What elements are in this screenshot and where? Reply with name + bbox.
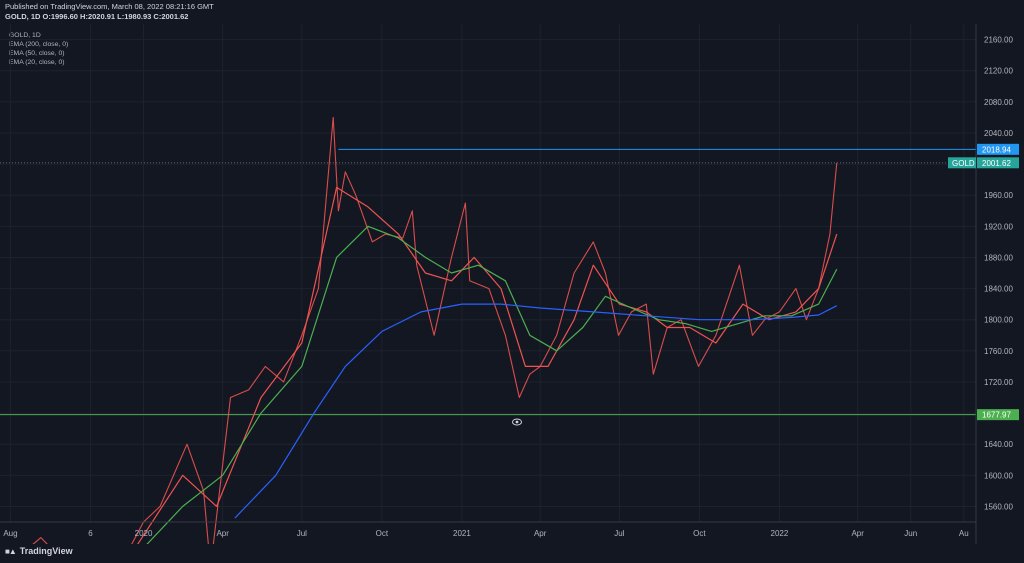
y-tick-label: 1960.00: [984, 191, 1013, 200]
x-tick-label: Apr: [851, 529, 864, 538]
y-tick-label: 1720.00: [984, 378, 1013, 387]
price-tags: 2018.94 1677.97 GOLD 2001.62: [948, 143, 1019, 421]
y-tick-label: 1640.00: [984, 440, 1013, 449]
y-tick-label: 1840.00: [984, 285, 1013, 294]
series-line-ema-50-close-0: [128, 225, 838, 563]
x-tick-label: Oct: [693, 529, 706, 538]
ohlc-readout: GOLD, 1D O:1996.60 H:2020.91 L:1980.93 C…: [5, 12, 189, 21]
x-tick-label: Jul: [614, 529, 624, 538]
symbol-tag-box: [948, 157, 976, 169]
series-layer: [22, 116, 838, 563]
legend-ema20[interactable]: EMA (20, close, 0): [9, 59, 65, 66]
x-tick-label: Jun: [904, 529, 917, 538]
last-price-tag-label: 2001.62: [982, 159, 1011, 168]
x-tick-label: Apr: [216, 529, 229, 538]
symbol-tag-label: GOLD: [952, 159, 975, 168]
eye-icon[interactable]: [512, 418, 522, 426]
tradingview-brand: TradingView: [19, 546, 73, 556]
y-tick-label: 2040.00: [984, 129, 1013, 138]
y-tick-label: 1920.00: [984, 222, 1013, 231]
indicator-legend: GOLD, 1D EMA (200, close, 0) EMA (50, cl…: [9, 31, 68, 67]
x-tick-label: Oct: [376, 529, 389, 538]
price-axis[interactable]: 1560.001600.001640.001680.001720.001760.…: [984, 36, 1013, 512]
y-tick-label: 1600.00: [984, 471, 1013, 480]
x-tick-label: 6: [88, 529, 93, 538]
y-tick-label: 1880.00: [984, 253, 1013, 262]
series-line-gold: [22, 116, 838, 563]
x-tick-label: 2022: [771, 529, 789, 538]
x-tick-label: Au: [959, 529, 969, 538]
price-tag-label: 2018.94: [982, 145, 1011, 154]
y-tick-label: 1800.00: [984, 316, 1013, 325]
footer: ■▲ TradingView: [0, 544, 1024, 563]
y-tick-label: 2080.00: [984, 98, 1013, 107]
y-tick-label: 1760.00: [984, 347, 1013, 356]
published-text: Published on TradingView.com, March 08, …: [5, 2, 214, 11]
legend-ema50[interactable]: EMA (50, close, 0): [9, 50, 65, 57]
x-tick-label: 2020: [135, 529, 153, 538]
price-tag-label: 1677.97: [982, 411, 1011, 420]
price-tag-box: [977, 409, 1019, 421]
y-tick-label: 2160.00: [984, 36, 1013, 45]
series-line-ema-20-close-0: [22, 186, 838, 563]
legend-ema200[interactable]: EMA (200, close, 0): [9, 41, 69, 48]
tradingview-logo-icon: ■▲: [5, 546, 17, 556]
x-tick-label: Aug: [3, 529, 17, 538]
series-line-ema-200-close-0: [234, 303, 838, 519]
price-tag-box: [977, 143, 1019, 155]
y-tick-label: 1560.00: [984, 502, 1013, 511]
top-bar: Published on TradingView.com, March 08, …: [0, 0, 1024, 24]
y-tick-label: 2120.00: [984, 67, 1013, 76]
horizontal-lines: [0, 148, 976, 416]
x-tick-label: Jul: [297, 529, 307, 538]
x-tick-label: Apr: [534, 529, 547, 538]
x-tick-label: 2021: [453, 529, 471, 538]
tradingview-logo[interactable]: ■▲ TradingView: [5, 546, 73, 556]
time-axis[interactable]: Aug 6 2020 Apr Jul Oct 2021 Apr Jul Oct 2022 Apr Jun…: [3, 529, 968, 538]
last-price-tag-box: [977, 157, 1019, 169]
legend-symbol[interactable]: GOLD, 1D: [9, 32, 41, 39]
